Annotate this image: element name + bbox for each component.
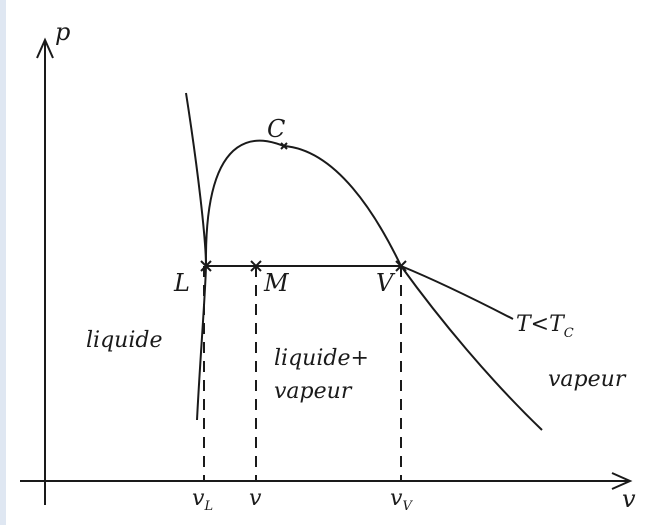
tick-vV: vV bbox=[390, 486, 413, 514]
isotherm-label: T<TC bbox=[516, 312, 574, 341]
saturation-dome bbox=[204, 139, 402, 267]
tick-v: v bbox=[249, 486, 262, 511]
tick-vV-sub: V bbox=[402, 499, 413, 514]
y-axis-arrow bbox=[36, 37, 54, 59]
spinodal-vapour-curve bbox=[400, 265, 543, 431]
tick-vV-main: v bbox=[390, 486, 403, 511]
marker-C bbox=[280, 142, 288, 150]
isotherm-vapour-branch bbox=[400, 265, 514, 320]
tick-vL: vL bbox=[192, 486, 213, 514]
point-label-V: V bbox=[376, 269, 396, 297]
region-mixture-line1: liquide+ bbox=[274, 346, 369, 371]
axes bbox=[20, 37, 633, 505]
y-axis-label: p bbox=[55, 18, 70, 46]
x-axis-label: v bbox=[622, 485, 636, 513]
x-axis-arrow bbox=[611, 472, 633, 490]
isotherm-label-sub: C bbox=[564, 326, 574, 341]
marker-V bbox=[395, 260, 407, 272]
point-label-M: M bbox=[263, 269, 290, 297]
region-liquid: liquide bbox=[86, 328, 162, 353]
page-edge bbox=[0, 0, 6, 525]
point-label-L: L bbox=[173, 269, 190, 297]
tick-vL-sub: L bbox=[203, 499, 213, 514]
tick-vL-main: v bbox=[192, 486, 205, 511]
isotherm-label-main: T<T bbox=[516, 312, 566, 337]
marker-L bbox=[200, 260, 212, 272]
point-label-C: C bbox=[267, 115, 285, 143]
region-mixture-line2: vapeur bbox=[274, 379, 353, 404]
region-vapour: vapeur bbox=[548, 367, 627, 392]
marker-M bbox=[250, 260, 262, 272]
